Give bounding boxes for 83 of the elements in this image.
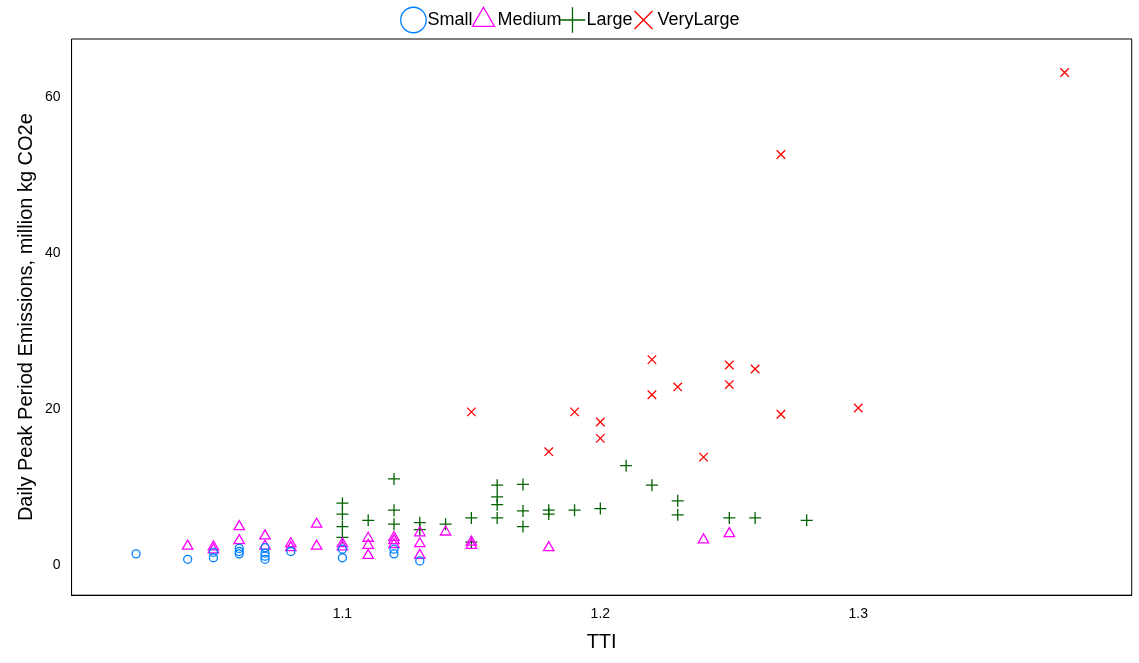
point — [337, 553, 348, 563]
point — [671, 508, 685, 522]
x-tick-label: 1.1 — [332, 605, 353, 622]
point — [516, 477, 530, 492]
point — [722, 511, 736, 525]
point — [542, 507, 556, 521]
point — [490, 511, 504, 525]
point — [645, 478, 659, 492]
point — [543, 446, 554, 457]
x-axis-title: TTI — [586, 629, 617, 652]
point — [362, 548, 375, 560]
point — [361, 513, 375, 527]
legend-label: Small — [427, 8, 473, 29]
point — [748, 511, 762, 525]
point — [181, 539, 194, 550]
point — [776, 409, 786, 420]
point — [464, 511, 479, 525]
point — [595, 433, 606, 444]
point — [724, 379, 735, 390]
point — [595, 417, 606, 427]
y-tick-label: 40 — [44, 244, 61, 261]
point — [413, 548, 426, 560]
y-tick-label: 0 — [52, 556, 61, 573]
point — [724, 360, 735, 370]
legend-label: Large — [586, 8, 633, 29]
point — [259, 529, 271, 540]
point — [490, 498, 504, 512]
y-tick-label: 60 — [44, 88, 61, 105]
point — [698, 452, 709, 463]
y-tick-label: 20 — [44, 400, 61, 417]
point — [387, 517, 401, 531]
point — [335, 519, 350, 534]
point — [569, 406, 580, 417]
point — [310, 517, 323, 528]
point — [800, 513, 814, 527]
point — [389, 549, 399, 559]
y-axis-title: Daily Peak Period Emissions, million kg CO2e — [13, 113, 36, 522]
point — [310, 539, 323, 550]
point — [335, 496, 350, 510]
point — [337, 544, 348, 554]
point — [619, 459, 633, 473]
point — [776, 149, 786, 160]
point — [233, 519, 246, 531]
point — [697, 533, 710, 544]
point — [131, 549, 141, 559]
point — [335, 507, 350, 521]
point — [387, 503, 401, 517]
point — [1059, 67, 1070, 78]
x-tick-label: 1.3 — [848, 605, 869, 622]
point — [335, 530, 350, 545]
point — [593, 501, 607, 516]
point — [362, 531, 375, 542]
x-tick-label: 1.2 — [590, 605, 611, 622]
point — [516, 504, 530, 518]
point — [671, 494, 685, 508]
point — [286, 546, 296, 557]
point — [647, 389, 657, 400]
point — [387, 472, 401, 486]
point — [208, 553, 219, 563]
point — [362, 538, 375, 549]
point — [284, 537, 297, 548]
point — [672, 382, 683, 392]
point — [750, 364, 760, 374]
point — [413, 537, 426, 548]
point — [466, 406, 477, 417]
point — [233, 533, 246, 545]
point — [567, 503, 582, 517]
point — [853, 403, 864, 413]
point — [208, 547, 219, 557]
point — [284, 540, 297, 552]
point — [490, 478, 504, 492]
point — [516, 519, 530, 534]
point — [183, 554, 193, 564]
point — [542, 540, 555, 552]
point — [388, 537, 400, 549]
point — [389, 544, 399, 554]
point — [647, 354, 657, 365]
point — [438, 517, 453, 531]
point — [415, 556, 425, 566]
point — [439, 525, 452, 536]
legend-label: Medium — [497, 8, 562, 29]
point — [723, 526, 736, 538]
legend-label: VeryLarge — [657, 8, 740, 29]
